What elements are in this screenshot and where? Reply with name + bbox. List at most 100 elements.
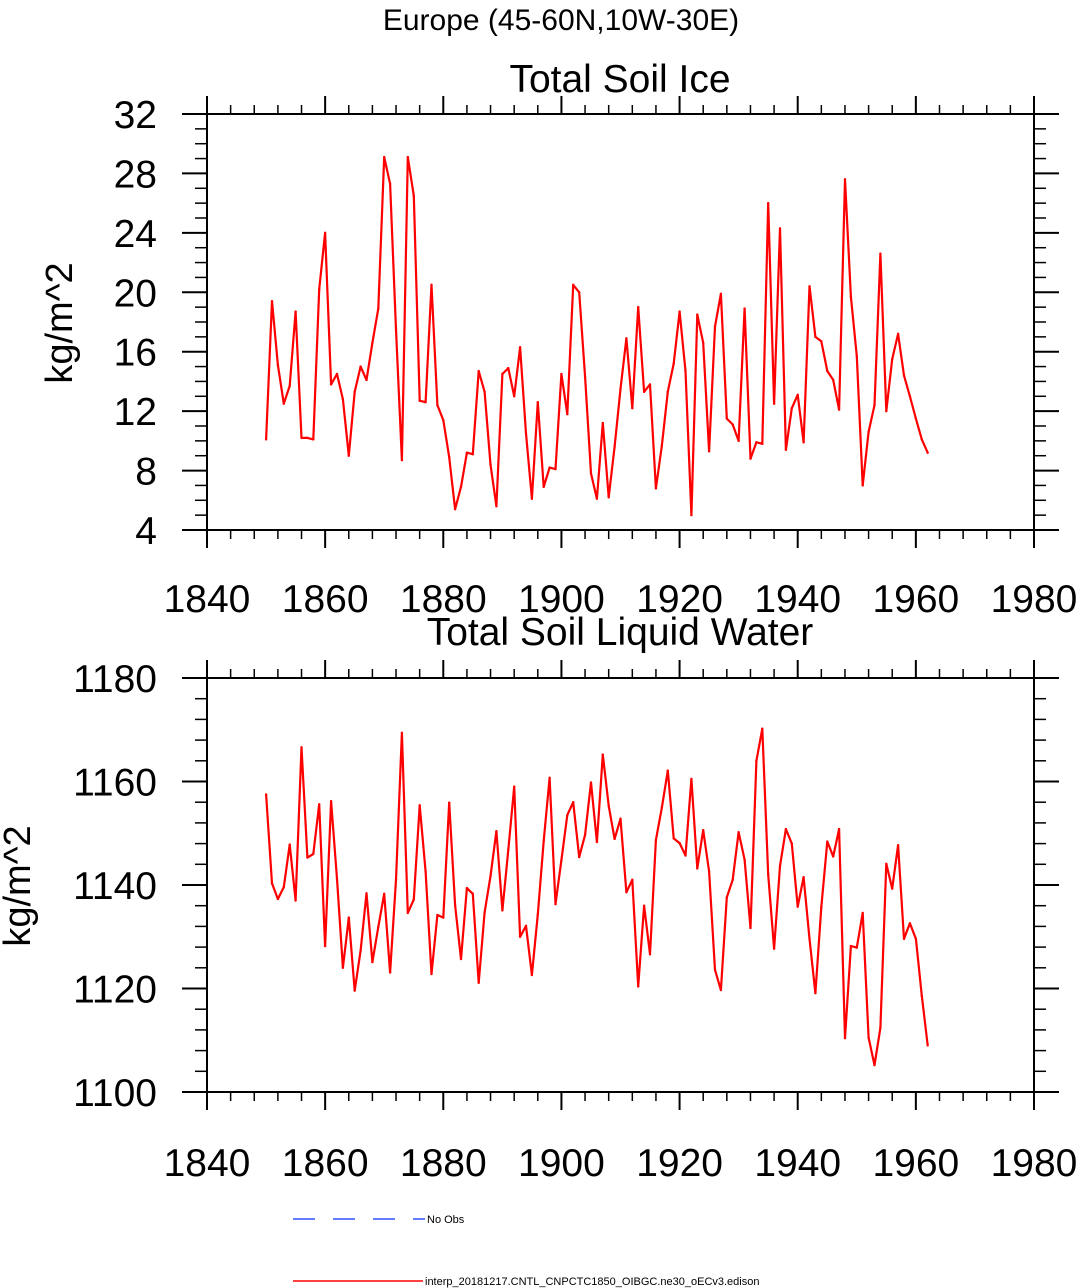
- soil-liquid-data-point: [294, 899, 297, 902]
- soil-ice-data-point: [891, 357, 894, 361]
- soil-liquid-title: Total Soil Liquid Water: [427, 611, 814, 654]
- soil-liquid-data-point: [607, 804, 610, 808]
- soil-liquid-x-tick-label: 1960: [872, 1142, 959, 1185]
- soil-ice-x-tick-label: 1860: [282, 578, 369, 621]
- soil-ice-data-point: [831, 378, 835, 382]
- soil-ice-data-point: [625, 337, 628, 340]
- soil-ice-data-point: [276, 363, 280, 367]
- soil-liquid-data-point: [347, 916, 350, 919]
- soil-ice-data-point: [542, 485, 545, 489]
- soil-ice-data-point: [318, 288, 321, 291]
- soil-liquid-data-point: [477, 981, 480, 985]
- soil-liquid-data-point: [837, 827, 841, 831]
- soil-ice-data-point: [808, 285, 811, 288]
- soil-liquid-data-point: [406, 911, 410, 915]
- soil-ice-data-point: [300, 436, 303, 440]
- soil-ice-data-point: [447, 456, 451, 459]
- soil-ice-data-point: [684, 369, 687, 373]
- soil-liquid-data-point: [548, 776, 551, 780]
- soil-liquid-data-point: [831, 855, 835, 858]
- soil-liquid-data-point: [542, 839, 545, 843]
- soil-ice-data-point: [702, 341, 705, 344]
- soil-ice-data-point: [335, 372, 339, 376]
- soil-ice-data-point: [879, 252, 882, 255]
- soil-ice-data-point: [820, 340, 823, 343]
- soil-liquid-y-tick-label: 1180: [73, 658, 157, 701]
- soil-ice-x-tick-label: 1960: [872, 578, 959, 621]
- soil-liquid-data-point: [843, 1036, 847, 1040]
- soil-ice-y-tick-label: 12: [114, 391, 157, 434]
- soil-liquid-data-point: [589, 781, 593, 784]
- soil-ice-y-tick-label: 4: [135, 510, 157, 553]
- soil-liquid-data-point: [784, 827, 788, 831]
- soil-ice-x-tick-label: 1880: [400, 578, 487, 621]
- soil-liquid-data-points: [264, 727, 929, 1067]
- soil-liquid-data-point: [654, 838, 658, 842]
- soil-ice-data-point: [737, 439, 740, 443]
- soil-liquid-data-point: [501, 909, 504, 912]
- soil-liquid-data-point: [383, 892, 386, 895]
- soil-ice-data-point: [589, 472, 593, 475]
- soil-ice-x-tick-label: 1900: [518, 578, 605, 621]
- soil-liquid-x-tick-label: 1840: [164, 1142, 251, 1185]
- soil-liquid-data-point: [826, 840, 829, 843]
- soil-ice-data-point: [660, 444, 664, 447]
- soil-liquid-x-tick-label: 1920: [636, 1142, 723, 1185]
- soil-ice-title: Total Soil Ice: [509, 58, 730, 101]
- soil-liquid-x-tick-label: 1900: [518, 1142, 605, 1185]
- soil-ice-data-point: [672, 362, 675, 365]
- soil-liquid-data-point: [512, 785, 516, 788]
- soil-ice-data-point: [323, 231, 327, 235]
- soil-liquid-data-point: [388, 971, 392, 974]
- soil-liquid-data-point: [666, 769, 669, 772]
- soil-liquid-data-point: [601, 753, 604, 756]
- soil-liquid-data-point: [377, 925, 380, 929]
- soil-ice-x-tick-label: 1940: [754, 578, 841, 621]
- soil-liquid-y-tick-labels: 1100 1120 1140 1160 1180: [73, 658, 157, 1115]
- soil-liquid-data-point: [849, 944, 853, 948]
- soil-ice-y-axis-label: kg/m^2: [39, 262, 81, 383]
- soil-liquid-data-point: [902, 937, 906, 941]
- soil-ice-data-point: [778, 227, 782, 230]
- soil-ice-data-point: [365, 378, 368, 382]
- soil-liquid-data-point: [613, 837, 616, 841]
- soil-liquid-data-point: [790, 842, 794, 845]
- soil-liquid-data-point: [489, 875, 492, 878]
- soil-ice-y-tick-label: 16: [114, 332, 157, 375]
- soil-liquid-data-point: [572, 801, 575, 804]
- soil-liquid-y-axis-label: kg/m^2: [0, 825, 39, 946]
- legend-model-label: interp_20181217.CNTL_CNPCTC1850_OIBGC.ne…: [425, 1276, 759, 1288]
- soil-ice-data-point: [885, 409, 888, 413]
- soil-ice-data-point: [666, 390, 669, 394]
- soil-ice-data-point: [282, 402, 285, 405]
- soil-liquid-data-point: [631, 878, 634, 882]
- soil-liquid-data-point: [802, 876, 805, 879]
- soil-liquid-y-tick-label: 1100: [73, 1072, 157, 1115]
- soil-liquid-data-point: [891, 887, 894, 890]
- soil-ice-data-point: [861, 484, 864, 487]
- soil-liquid-data-point: [737, 831, 740, 834]
- soil-liquid-data-point: [495, 829, 498, 833]
- soil-ice-data-point: [772, 402, 776, 405]
- soil-liquid-data-point: [772, 947, 776, 950]
- soil-liquid-data-point: [312, 852, 315, 856]
- soil-ice-data-point: [424, 401, 427, 404]
- soil-liquid-data-point: [808, 937, 811, 941]
- soil-ice-data-point: [743, 307, 746, 310]
- soil-liquid-data-point: [447, 801, 451, 804]
- soil-liquid-data-point: [566, 813, 569, 817]
- soil-liquid-y-tick-label: 1140: [73, 865, 157, 908]
- soil-ice-y-tick-label: 32: [114, 94, 157, 137]
- soil-ice-data-point: [595, 497, 599, 500]
- soil-ice-data-point: [583, 375, 587, 379]
- soil-liquid-data-point: [583, 833, 587, 837]
- page-title: Europe (45-60N,10W-30E): [383, 4, 739, 37]
- soil-ice-data-point: [855, 354, 858, 358]
- soil-ice-data-point: [802, 441, 805, 444]
- soil-liquid-data-point: [300, 746, 303, 749]
- soil-liquid-data-point: [436, 913, 439, 917]
- soil-liquid-chart: Total Soil Liquid Water kg/m^2 1840 1860 1…: [0, 611, 1077, 1185]
- soil-ice-x-tick-label: 1980: [991, 578, 1078, 621]
- soil-ice-data-point: [749, 457, 752, 460]
- soil-liquid-data-point: [861, 911, 864, 915]
